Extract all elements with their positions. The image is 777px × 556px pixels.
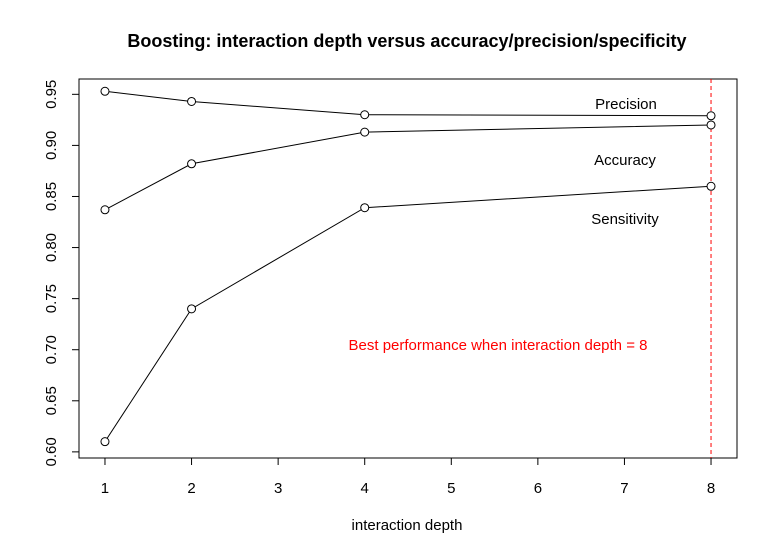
- y-tick-label-6: 0.90: [43, 131, 60, 160]
- accuracy-point-4: [360, 127, 370, 137]
- y-tick-label-7: 0.95: [43, 80, 60, 109]
- precision-line: [104, 90, 712, 117]
- y-tick-label-1: 0.65: [43, 386, 60, 415]
- precision-label: Precision: [595, 96, 657, 113]
- x-tick-label-1: 1: [101, 480, 109, 497]
- x-tick-label-8: 8: [707, 480, 715, 497]
- sensitivity-point-2: [187, 304, 197, 314]
- x-tick-label-6: 6: [534, 480, 542, 497]
- x-tick-label-3: 3: [274, 480, 282, 497]
- chart-title: Boosting: interaction depth versus accur…: [127, 31, 686, 51]
- precision-point-8: [706, 111, 716, 121]
- accuracy-line: [104, 124, 712, 211]
- accuracy-point-8: [706, 120, 716, 130]
- y-tick-label-5: 0.85: [43, 182, 60, 211]
- sensitivity-point-1: [100, 437, 110, 447]
- sensitivity-line: [104, 185, 712, 442]
- best-performance-annotation: Best performance when interaction depth …: [349, 337, 648, 354]
- accuracy-point-2: [187, 159, 197, 169]
- x-tick-label-5: 5: [447, 480, 455, 497]
- y-axis: 0.60 0.65 0.70 0.75 0.80 0.85 0.90 0.95: [43, 80, 80, 466]
- sensitivity-label: Sensitivity: [591, 211, 659, 228]
- x-axis-label: interaction depth: [352, 517, 463, 534]
- accuracy-point-1: [100, 205, 110, 215]
- y-tick-label-4: 0.80: [43, 233, 60, 262]
- sensitivity-point-4: [360, 203, 370, 213]
- x-tick-label-7: 7: [620, 480, 628, 497]
- accuracy-label: Accuracy: [594, 152, 656, 169]
- x-tick-label-4: 4: [361, 480, 369, 497]
- series-layer: Precision Accuracy Sensitivity: [100, 86, 716, 447]
- y-tick-label-0: 0.60: [43, 437, 60, 466]
- precision-point-2: [187, 96, 197, 106]
- x-axis: 1 2 3 4 5 6 7 8: [101, 457, 715, 497]
- sensitivity-point-8: [706, 181, 716, 191]
- y-tick-label-3: 0.75: [43, 284, 60, 313]
- y-tick-label-2: 0.70: [43, 335, 60, 364]
- x-tick-label-2: 2: [187, 480, 195, 497]
- precision-point-1: [100, 86, 110, 96]
- precision-point-4: [360, 110, 370, 120]
